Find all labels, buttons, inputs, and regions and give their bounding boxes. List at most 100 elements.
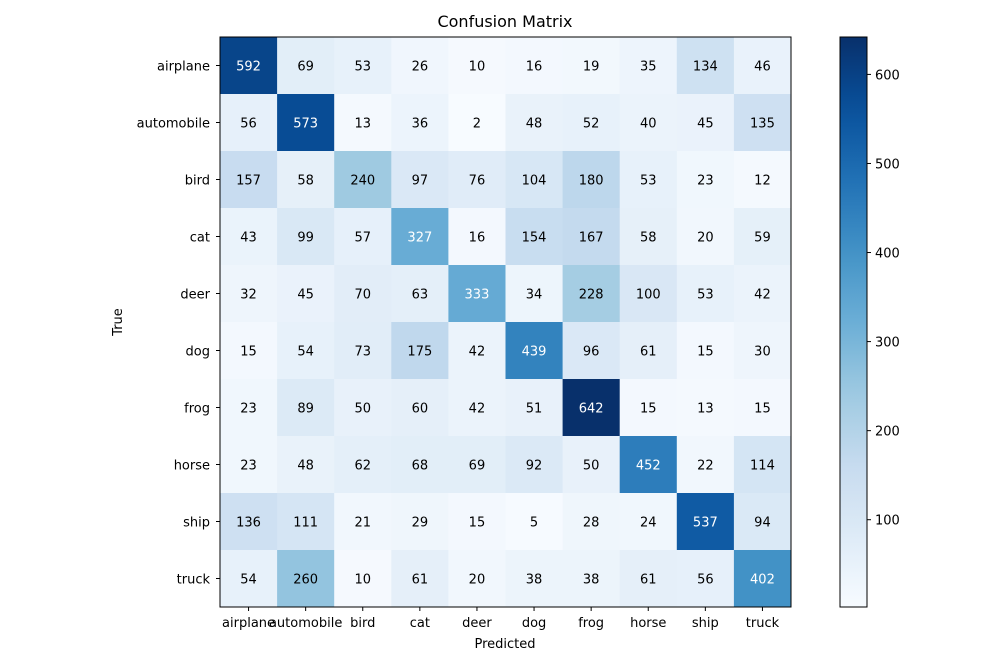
cell-value-label: 69: [469, 459, 486, 474]
y-axis-label: True: [111, 308, 126, 337]
cell-value-label: 59: [754, 231, 771, 246]
heatmap-cell: [448, 151, 506, 209]
cell-value-label: 70: [354, 288, 371, 303]
heatmap-cell: [391, 265, 449, 323]
heatmap-cell: [505, 208, 564, 266]
cell-value-label: 36: [412, 117, 429, 132]
heatmap-cell: [277, 550, 335, 608]
cell-value-label: 5: [530, 516, 538, 531]
cell-value-label: 54: [240, 573, 257, 588]
heatmap-cell: [676, 94, 735, 152]
x-tick-label: deer: [462, 616, 492, 631]
heatmap-cell: [448, 37, 506, 95]
cell-value-label: 96: [583, 345, 600, 360]
heatmap-cell: [619, 322, 678, 380]
cell-value-label: 20: [469, 573, 486, 588]
heatmap-cell: [448, 493, 506, 551]
heatmap-cell: [391, 436, 449, 494]
heatmap-cell: [448, 94, 506, 152]
heatmap-cell: [676, 493, 735, 551]
y-tick-label: horse: [174, 459, 210, 474]
cell-value-label: 402: [750, 573, 775, 588]
heatmap-cell: [733, 94, 792, 152]
heatmap-cell: [733, 322, 792, 380]
cell-value-label: 333: [465, 288, 490, 303]
cell-value-label: 135: [750, 117, 775, 132]
cell-value-label: 73: [354, 345, 371, 360]
x-tick-label: ship: [692, 616, 719, 631]
heatmap-cell: [733, 265, 792, 323]
cell-value-label: 10: [469, 60, 486, 75]
cell-value-label: 13: [354, 117, 371, 132]
y-tick-label: airplane: [157, 60, 210, 75]
cell-value-label: 99: [297, 231, 314, 246]
heatmap-cell: [334, 493, 392, 551]
cell-value-label: 16: [526, 60, 543, 75]
cell-value-label: 50: [583, 459, 600, 474]
heatmap-cell: [220, 379, 278, 437]
cell-value-label: 23: [697, 174, 714, 189]
cell-value-label: 58: [297, 174, 314, 189]
cell-value-label: 38: [583, 573, 600, 588]
cell-value-label: 452: [636, 459, 661, 474]
heatmap-cell: [220, 37, 278, 95]
heatmap-cell: [505, 151, 564, 209]
heatmap-cell: [220, 493, 278, 551]
heatmap-cell: [562, 94, 621, 152]
x-tick-label: bird: [350, 616, 375, 631]
heatmap-cell: [334, 151, 392, 209]
heatmap-cell: [505, 265, 564, 323]
heatmap-cell: [619, 436, 678, 494]
colorbar-tick-label: 200: [875, 425, 900, 440]
cell-value-label: 180: [579, 174, 604, 189]
cell-value-label: 26: [412, 60, 429, 75]
heatmap-cell: [562, 436, 621, 494]
heatmap-cell: [619, 37, 678, 95]
cell-value-label: 15: [640, 402, 657, 417]
x-tick-label: automobile: [269, 616, 342, 631]
cell-value-label: 134: [693, 60, 718, 75]
heatmap-cell: [562, 208, 621, 266]
heatmap-cell: [277, 379, 335, 437]
cell-value-label: 48: [526, 117, 543, 132]
y-tick-label: deer: [180, 288, 210, 303]
cell-value-label: 46: [754, 60, 771, 75]
cell-value-label: 45: [297, 288, 314, 303]
colorbar-tick-label: 300: [875, 336, 900, 351]
cell-value-label: 30: [754, 345, 771, 360]
cell-value-label: 57: [354, 231, 371, 246]
cell-value-label: 23: [240, 402, 257, 417]
cell-value-label: 15: [469, 516, 486, 531]
heatmap-cell: [505, 550, 564, 608]
x-tick-label: airplane: [222, 616, 275, 631]
heatmap-cell: [676, 37, 735, 95]
heatmap-cell: [334, 436, 392, 494]
cell-value-label: 50: [354, 402, 371, 417]
cell-value-label: 43: [240, 231, 257, 246]
heatmap-cell: [562, 550, 621, 608]
cell-value-label: 15: [697, 345, 714, 360]
heatmap-cell: [391, 208, 449, 266]
colorbar-tick-label: 600: [875, 68, 900, 83]
cell-value-label: 12: [754, 174, 771, 189]
heatmap-cell: [277, 151, 335, 209]
y-axis-ticks: airplane automobile bird cat deer dog frog hors…: [137, 60, 220, 588]
heatmap-cell: [334, 94, 392, 152]
cell-value-label: 136: [236, 516, 261, 531]
cell-value-label: 260: [293, 573, 318, 588]
cell-value-label: 167: [579, 231, 604, 246]
heatmap-cell: [505, 322, 564, 380]
cell-value-label: 53: [640, 174, 657, 189]
heatmap-cell: [562, 151, 621, 209]
cell-value-label: 97: [412, 174, 429, 189]
cell-value-label: 28: [583, 516, 600, 531]
cell-value-label: 23: [240, 459, 257, 474]
heatmap-cell: [619, 493, 678, 551]
heatmap-cell: [277, 322, 335, 380]
y-tick-label: truck: [177, 573, 211, 588]
chart-title: Confusion Matrix: [437, 12, 572, 31]
heatmap-cell: [391, 94, 449, 152]
heatmap-cell: [448, 436, 506, 494]
